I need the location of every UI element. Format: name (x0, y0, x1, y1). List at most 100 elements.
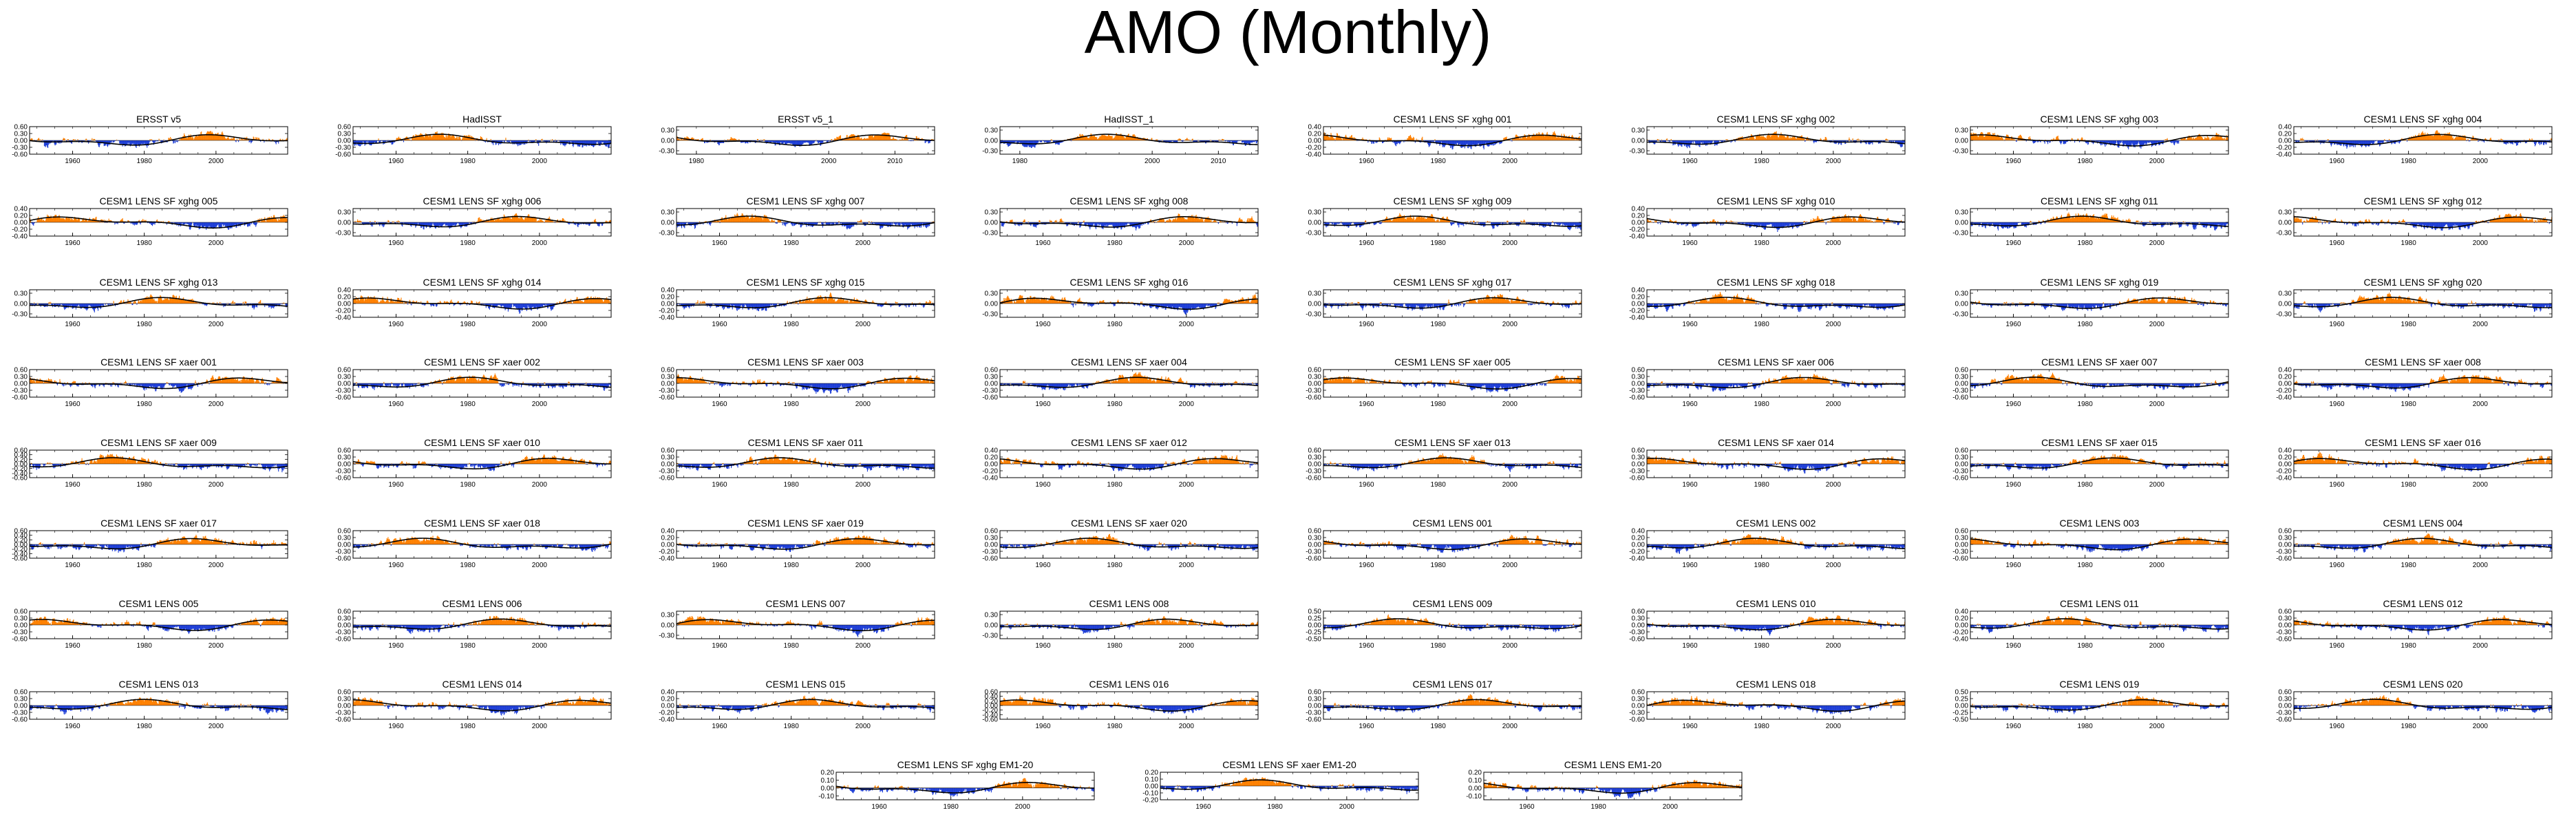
y-tick-label: 0.30 (338, 209, 352, 217)
amo-bar (2202, 138, 2203, 140)
amo-bar (149, 140, 150, 142)
amo-bar (1548, 134, 1550, 140)
amo-bar (1008, 140, 1010, 147)
amo-bar (1246, 140, 1248, 144)
amo-bar (2341, 140, 2343, 144)
amo-bar (1427, 140, 1429, 145)
amo-bar (1722, 140, 1723, 142)
amo-bar (1669, 140, 1670, 142)
amo-bar (556, 140, 557, 142)
amo-bar (575, 140, 577, 145)
amo-bar (463, 135, 465, 140)
y-tick-label: -0.30 (12, 145, 28, 152)
amo-bar (677, 138, 679, 140)
amo-bar (926, 140, 928, 142)
amo-bar (2199, 134, 2200, 140)
amo-bar (1888, 140, 1890, 142)
amo-bar (1473, 140, 1475, 146)
y-tick-label: 0.40 (2279, 124, 2292, 131)
amo-bar (2085, 140, 2087, 143)
amo-bar (98, 140, 100, 147)
amo-bar (889, 136, 891, 140)
amo-bar (1789, 138, 1790, 140)
amo-bar (1664, 140, 1665, 142)
amo-bar (2106, 140, 2107, 146)
amo-bar (807, 140, 809, 143)
amo-bar (1696, 140, 1699, 145)
amo-bar (1866, 140, 1867, 145)
amo-bar (47, 140, 50, 145)
amo-bar (1092, 136, 1093, 140)
amo-bar (1708, 140, 1710, 143)
amo-bar (2154, 140, 2155, 145)
amo-bar (224, 136, 226, 140)
amo-bar (363, 140, 365, 143)
amo-bar (1783, 135, 1785, 140)
amo-bar (1120, 134, 1122, 140)
amo-bar (181, 138, 182, 140)
y-tick-label: 0.00 (1308, 138, 1322, 145)
amo-bar (1017, 140, 1019, 144)
amo-bar (2169, 140, 2171, 142)
amo-bar (793, 140, 795, 147)
amo-bar (55, 140, 56, 145)
amo-bar (2111, 140, 2112, 145)
amo-bar (1882, 140, 1884, 142)
amo-bar (1697, 140, 1699, 146)
amo-bar (67, 139, 69, 140)
amo-bar (1334, 138, 1335, 140)
amo-bar (1692, 140, 1694, 143)
amo-bar (505, 138, 507, 140)
amo-bar (2298, 140, 2299, 142)
amo-bar (1650, 140, 1652, 142)
amo-bar (767, 140, 769, 143)
amo-bar (2338, 140, 2339, 145)
amo-bar (579, 140, 581, 145)
amo-bar (2072, 138, 2073, 140)
amo-bar (124, 140, 125, 145)
amo-bar (462, 137, 463, 140)
amo-bar (2140, 140, 2142, 149)
x-tick-label: 1960 (1359, 158, 1374, 165)
amo-bar (473, 138, 475, 140)
amo-bar (180, 138, 182, 140)
panel-title: HadISST (462, 114, 502, 125)
amo-bar (1171, 140, 1173, 142)
amo-bar (1763, 136, 1765, 140)
amo-bar (2063, 140, 2065, 145)
amo-bar (1331, 134, 1332, 140)
amo-bar (1141, 138, 1142, 140)
amo-bar (2063, 140, 2064, 144)
amo-bar (862, 138, 864, 140)
amo-bar (792, 140, 794, 146)
amo-bar (544, 140, 545, 141)
amo-bar (356, 140, 358, 143)
amo-bar (1769, 137, 1771, 140)
amo-bar (1875, 140, 1876, 142)
amo-bar (368, 140, 369, 143)
amo-bar (2116, 140, 2118, 143)
amo-bar (1756, 135, 1758, 140)
amo-bar (1376, 140, 1378, 143)
amo-bar (893, 137, 894, 140)
amo-bar (425, 133, 427, 140)
amo-bar (1518, 136, 1520, 140)
amo-bar (873, 136, 875, 140)
amo-bar (1235, 140, 1237, 143)
amo-bar (2123, 140, 2125, 146)
amo-bar (1131, 136, 1133, 140)
amo-bar (147, 140, 149, 147)
amo-bar (604, 140, 606, 145)
amo-bar (1832, 140, 1833, 141)
amo-bar (228, 139, 231, 140)
amo-bar (2002, 138, 2003, 140)
amo-bar (1326, 135, 1328, 140)
amo-panel: CESM1 LENS SF xghg 004-0.40-0.200.000.20… (2276, 114, 2553, 165)
amo-bar (1176, 140, 1178, 143)
amo-bar (1193, 140, 1195, 142)
amo-bar (176, 140, 178, 142)
amo-bar (1676, 140, 1677, 142)
amo-bar (837, 137, 839, 140)
amo-bar (132, 140, 134, 144)
amo-bar (211, 132, 213, 140)
